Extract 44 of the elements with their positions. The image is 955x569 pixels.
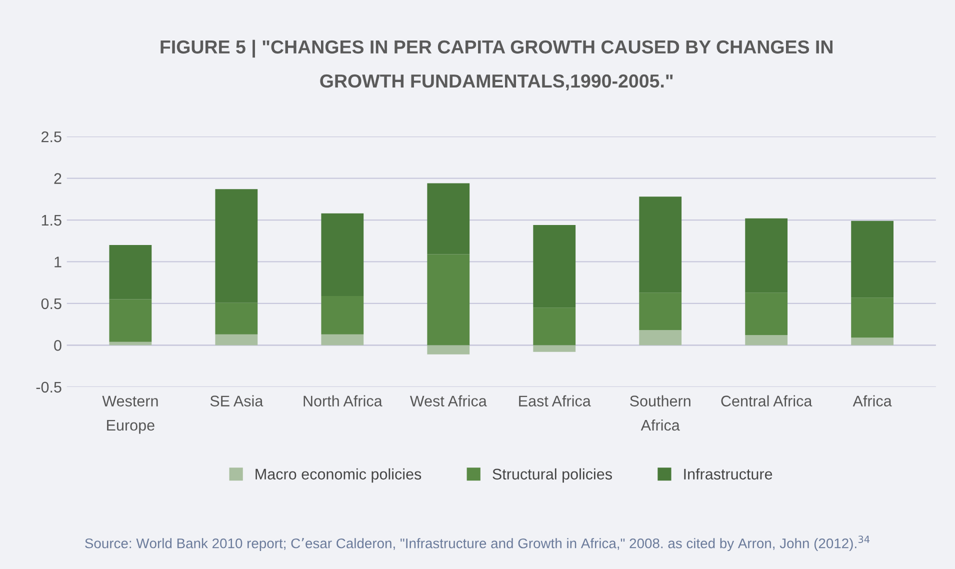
bar [427, 183, 470, 254]
bar [215, 302, 258, 334]
bar [851, 298, 894, 338]
x-tick-label: East Africa [519, 395, 591, 406]
bar [639, 196, 682, 293]
y-tick-label: 1.5 [42, 215, 62, 226]
y-tick-label: 0 [54, 340, 62, 351]
x-tick-label: Southern Africa [630, 395, 690, 431]
x-tick-label: Central Africa [721, 395, 812, 406]
bar [745, 292, 788, 336]
y-tick-label: -0.5 [36, 382, 62, 393]
chart-title: FIGURE 5 | "CHANGES IN PER CAPITA GROWTH CAUSED BY CHANGES IN GROWTH FUNDAMENTALS,1990-2005." [160, 40, 832, 90]
bar [851, 220, 894, 298]
bar [745, 218, 788, 293]
x-tick-label: Western Europe [102, 396, 158, 434]
bar [745, 335, 788, 346]
x-tick-label: North Africa [304, 395, 382, 406]
y-tick-label: 2 [54, 173, 62, 184]
bar [533, 308, 576, 346]
legend-label: Structural policies [492, 468, 612, 483]
bar [321, 334, 364, 346]
x-tick-label: Africa [852, 395, 892, 406]
y-tick-label: 1 [54, 256, 62, 268]
bar [215, 334, 258, 346]
bar [109, 299, 152, 342]
bar [533, 225, 576, 308]
y-tick-label: 0.5 [41, 298, 62, 310]
bar [109, 245, 152, 300]
bar [427, 254, 470, 346]
x-tick-label: West Africa [410, 395, 487, 406]
bar [427, 345, 470, 354]
legend-label: Infrastructure [684, 468, 772, 480]
x-tick-label: SE Asia [210, 395, 264, 406]
bar [533, 345, 576, 352]
bar [639, 330, 682, 346]
bar [639, 292, 682, 330]
bar [321, 213, 364, 296]
legend-label: Macro economic policies [256, 468, 422, 483]
bar [321, 296, 364, 334]
bar [851, 338, 894, 346]
bar [215, 189, 258, 303]
bar [109, 342, 152, 346]
y-tick-label: 2.5 [42, 131, 62, 142]
source-note: Source: World Bank 2010 report; C’esar Calderon, "Infrastructure and Growth in Africa," 2008. as cited by Arron, John (2012).$^{34}$ [85, 536, 870, 552]
